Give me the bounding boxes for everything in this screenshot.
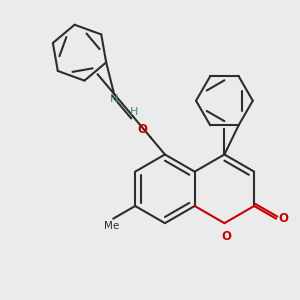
Text: O: O — [221, 230, 231, 243]
Text: O: O — [278, 212, 289, 225]
Text: O: O — [137, 123, 147, 136]
Text: H: H — [130, 106, 138, 117]
Text: Me: Me — [104, 221, 119, 231]
Text: H: H — [110, 94, 118, 104]
